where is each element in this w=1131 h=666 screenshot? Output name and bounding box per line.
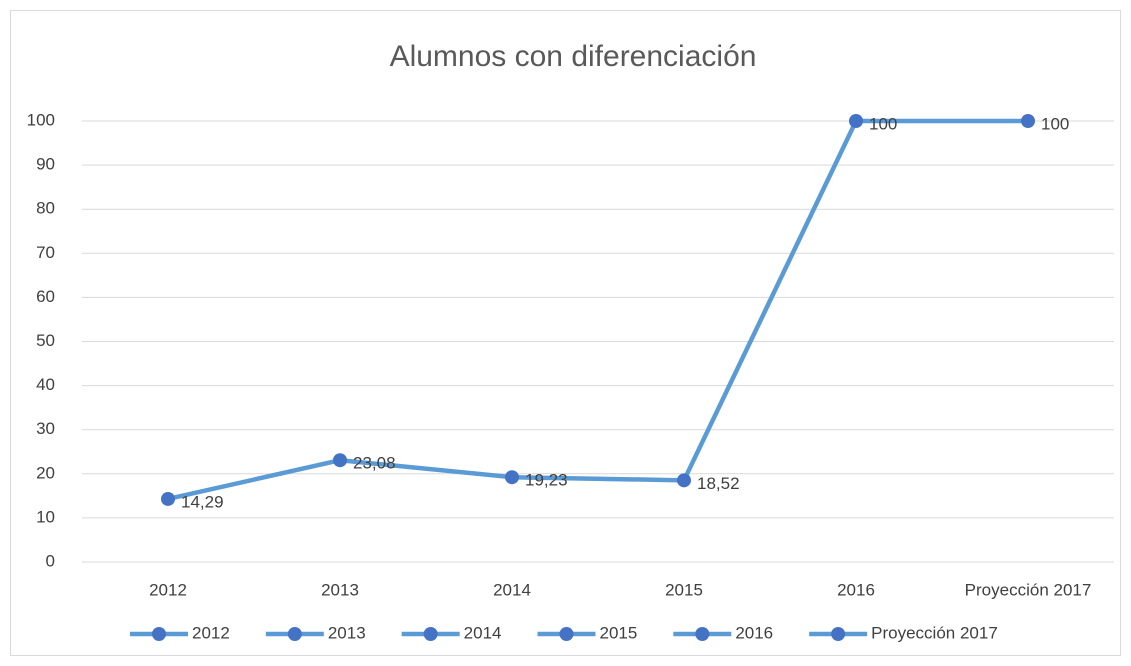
x-tick-label: Proyección 2017 (965, 580, 1092, 599)
legend-label: 2013 (328, 623, 366, 642)
legend-marker (423, 627, 438, 641)
legend-marker (152, 627, 166, 641)
y-tick-label: 80 (36, 199, 55, 218)
data-label: 100 (869, 114, 897, 133)
y-tick-label: 20 (36, 463, 55, 482)
x-tick-label: 2015 (665, 580, 703, 599)
y-tick-label: 10 (36, 507, 55, 526)
legend-marker (559, 627, 574, 641)
chart-border (10, 10, 1121, 656)
data-point (333, 453, 347, 468)
legend-marker (287, 627, 302, 641)
y-tick-label: 100 (27, 110, 55, 129)
data-point (677, 473, 691, 488)
data-label: 19,23 (525, 471, 568, 490)
y-tick-label: 0 (46, 551, 55, 570)
y-tick-label: 40 (36, 375, 55, 394)
data-label: 100 (1041, 114, 1069, 133)
data-point (161, 491, 175, 506)
data-point (849, 114, 863, 128)
data-point (1021, 114, 1035, 128)
y-tick-label: 50 (36, 331, 55, 350)
x-tick-label: 2012 (149, 580, 187, 599)
legend-label: 2012 (192, 623, 230, 642)
x-tick-label: 2013 (321, 580, 359, 599)
legend-marker (695, 627, 710, 641)
legend-label: 2015 (599, 623, 637, 642)
y-tick-label: 60 (36, 287, 55, 306)
data-label: 23,08 (353, 454, 396, 473)
x-tick-label: 2016 (837, 580, 875, 599)
legend-label: 2014 (464, 623, 502, 642)
legend-marker (831, 627, 846, 641)
legend-label: 2016 (735, 623, 773, 642)
data-line (167, 118, 1028, 502)
y-tick-label: 30 (36, 419, 55, 438)
x-tick-label: 2014 (493, 580, 531, 599)
data-point (505, 470, 519, 485)
data-label: 14,29 (181, 492, 224, 511)
y-tick-label: 90 (36, 155, 55, 174)
data-label: 18,52 (697, 474, 740, 493)
chart-title: Alumnos con diferenciación (390, 40, 757, 73)
legend-label: Proyección 2017 (871, 623, 998, 642)
y-tick-label: 70 (36, 243, 55, 262)
